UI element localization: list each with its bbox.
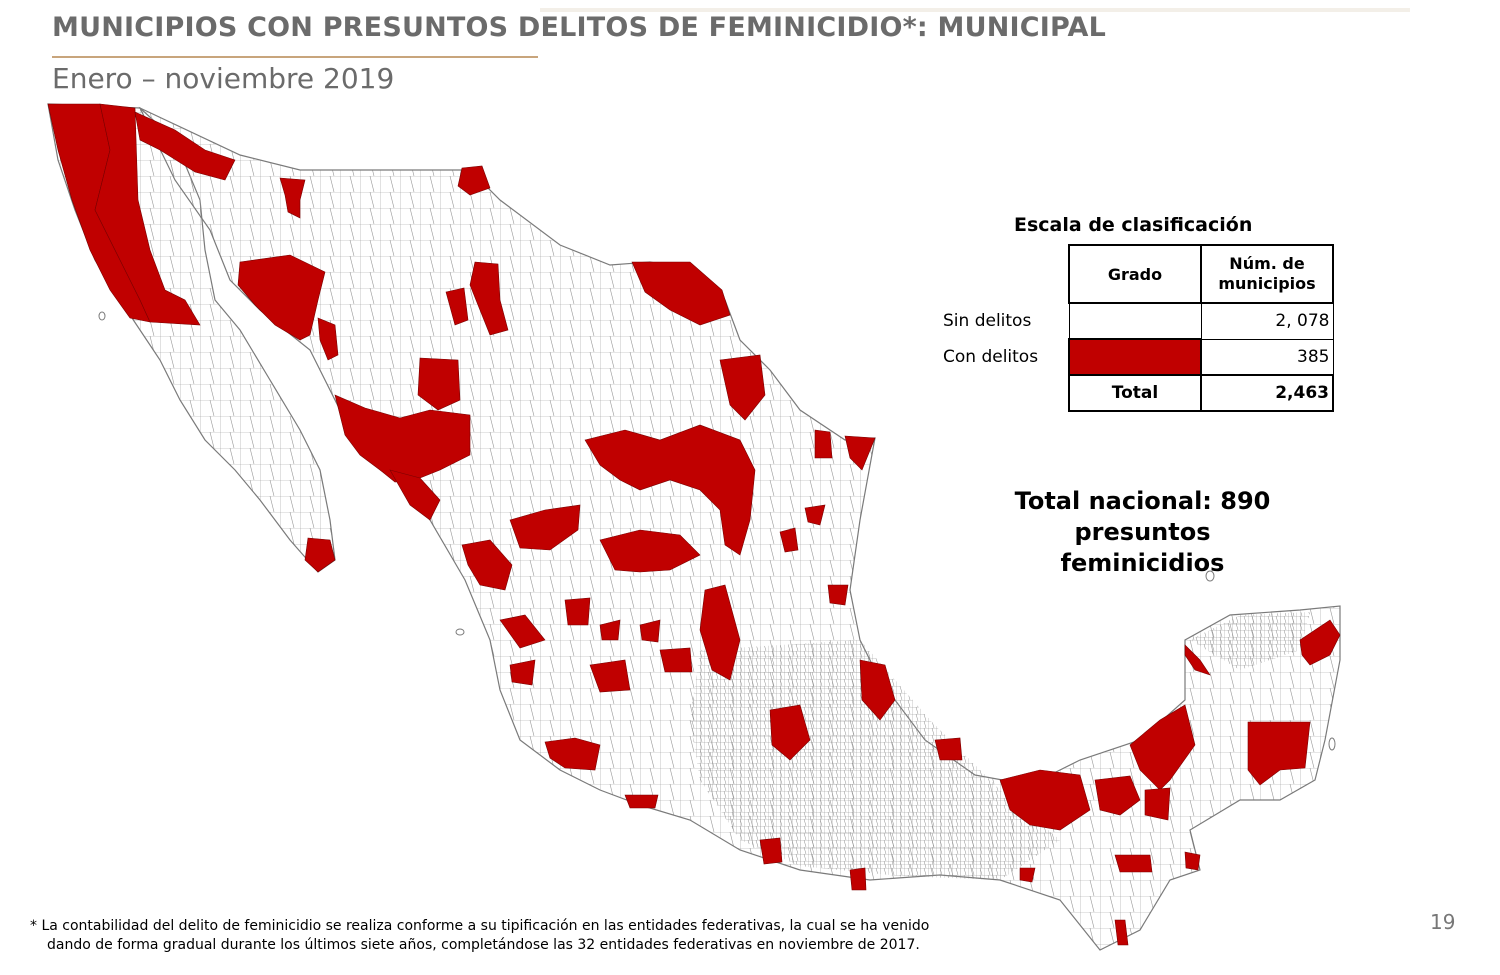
highlighted-municipality — [317, 317, 339, 361]
highlighted-municipality — [1114, 919, 1129, 946]
island — [98, 311, 106, 321]
highlighted-municipality — [134, 111, 236, 181]
highlighted-municipality — [804, 504, 826, 526]
highlighted-municipality — [814, 429, 833, 459]
legend-row-sin-delitos: Sin delitos 2, 078 — [940, 302, 1334, 340]
highlighted-municipality — [417, 357, 461, 411]
legend-row-value: 385 — [1200, 338, 1334, 376]
legend-title: Escala de clasificación — [1014, 214, 1253, 236]
municipalities-with-crimes — [47, 103, 1341, 946]
national-total-line1: Total nacional: 890 — [1014, 487, 1271, 515]
highlighted-municipality — [769, 704, 811, 761]
highlighted-municipality — [844, 435, 876, 471]
footnote-line1: * La contabilidad del delito de feminici… — [30, 918, 930, 934]
highlighted-municipality — [934, 737, 963, 761]
legend-row-total: Total 2,463 — [940, 374, 1334, 412]
highlighted-municipality — [304, 537, 336, 573]
footnote: * La contabilidad del delito de feminici… — [30, 917, 929, 955]
highlighted-municipality — [639, 619, 661, 643]
legend-col-num-line1: Núm. de — [1229, 254, 1305, 273]
highlighted-municipality — [279, 177, 306, 219]
highlighted-municipality — [631, 261, 731, 326]
highlighted-municipality — [1247, 721, 1311, 786]
central-dense-municipalities — [690, 640, 1060, 880]
highlighted-municipality — [1129, 704, 1196, 791]
highlighted-municipality — [1184, 644, 1211, 676]
legend-col-num: Núm. de municipios — [1200, 244, 1334, 304]
legend-row-label: Sin delitos — [943, 311, 1032, 331]
island — [455, 628, 465, 636]
highlighted-municipality — [584, 424, 756, 556]
highlighted-municipality — [999, 769, 1091, 831]
highlighted-municipality — [457, 165, 491, 196]
highlighted-municipality — [334, 394, 471, 483]
highlighted-municipality — [94, 103, 201, 326]
national-total-callout: Total nacional: 890 presuntos feminicidi… — [1000, 486, 1285, 579]
highlighted-municipality — [779, 527, 799, 553]
islands — [98, 311, 1336, 751]
top-decorative-rule — [540, 8, 1410, 12]
island — [1205, 570, 1215, 582]
legend-row-label: Con delitos — [943, 347, 1039, 367]
legend-header-spacer — [940, 245, 1069, 303]
legend-row-value: 2, 078 — [1200, 302, 1334, 340]
highlighted-municipality — [461, 539, 513, 591]
legend-swatch-white — [1068, 302, 1202, 340]
highlighted-municipality — [599, 619, 621, 641]
highlighted-municipality — [1114, 854, 1153, 873]
highlighted-municipality — [1299, 619, 1341, 666]
highlighted-municipality — [599, 529, 701, 573]
highlighted-municipality — [544, 737, 601, 771]
highlighted-municipality — [509, 659, 536, 686]
highlighted-municipality — [1144, 787, 1171, 821]
highlighted-municipality — [849, 867, 867, 891]
highlighted-municipality — [237, 254, 326, 341]
legend-col-grado: Grado — [1068, 244, 1202, 304]
highlighted-municipality — [499, 614, 546, 649]
highlighted-municipality — [624, 794, 659, 809]
page-title: MUNICIPIOS CON PRESUNTOS DELITOS DE FEMI… — [52, 12, 1107, 43]
page-subtitle: Enero – noviembre 2019 — [52, 62, 395, 95]
highlighted-municipality — [509, 504, 581, 551]
title-underline — [52, 56, 538, 58]
legend-row-con-delitos: Con delitos 385 — [940, 338, 1334, 376]
highlighted-municipality — [859, 659, 896, 721]
highlighted-municipality — [759, 837, 783, 865]
mexico-municipal-map — [0, 90, 1500, 960]
page-number: 19 — [1430, 910, 1456, 934]
highlighted-municipality — [589, 659, 631, 693]
national-total-line2: presuntos feminicidios — [1060, 518, 1225, 577]
highlighted-municipality — [699, 584, 741, 681]
highlighted-municipality — [827, 584, 849, 606]
footnote-line2: dando de forma gradual durante los últim… — [47, 937, 920, 953]
highlighted-municipality — [1019, 867, 1036, 883]
highlighted-municipality — [1184, 851, 1201, 871]
legend-header-row: Grado Núm. de municipios — [940, 244, 1334, 304]
island — [1328, 737, 1336, 751]
legend-col-num-line2: municipios — [1218, 274, 1316, 293]
legend-total-spacer — [940, 375, 1069, 411]
highlighted-municipality — [1094, 775, 1141, 816]
highlighted-municipality — [659, 647, 693, 673]
legend-total-value: 2,463 — [1200, 374, 1334, 412]
highlighted-municipality — [469, 261, 509, 336]
legend-total-label: Total — [1068, 374, 1202, 412]
legend-swatch-red — [1068, 338, 1202, 376]
legend-table: Grado Núm. de municipios Sin delitos 2, … — [940, 244, 1334, 412]
highlighted-municipality — [564, 597, 591, 626]
highlighted-municipality — [719, 354, 766, 421]
yucatan-dense-municipalities — [1190, 612, 1310, 670]
highlighted-municipality — [389, 469, 441, 521]
highlighted-municipality — [445, 287, 469, 326]
